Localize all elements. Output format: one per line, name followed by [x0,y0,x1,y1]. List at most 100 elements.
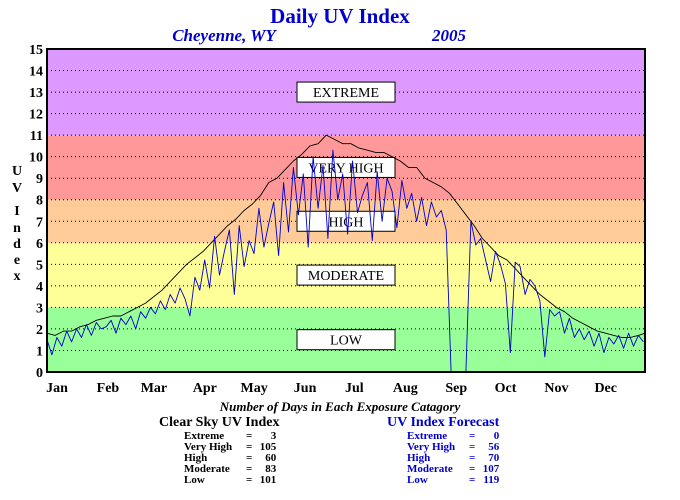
x-tick-label: Apr [193,381,217,396]
y-tick-label: 10 [29,151,43,166]
category-label-very-high: VERY HIGH [308,161,383,176]
y-tick-label: 12 [29,108,43,123]
x-tick-label: Sep [445,381,467,396]
x-tick-label: Nov [544,381,568,396]
x-tick-label: Feb [97,381,120,396]
series-lines [46,134,646,373]
stats-row-label: Low [184,474,205,486]
stats-row: Extreme = 0 [407,431,537,442]
stats-row-equals: = [246,452,253,464]
stats-row-equals: = [246,430,253,442]
y-tick-label: 0 [36,366,43,381]
series-line-uv-index-forecast [46,149,644,373]
stats-row-label: High [184,452,208,464]
stats-row-label: Very High [184,441,233,453]
category-label-extreme: EXTREME [313,86,379,101]
stats-row-label: Moderate [184,463,230,475]
x-tick-label: Jul [345,381,364,396]
y-axis-label-char: V [12,181,22,196]
category-label-high: HIGH [329,215,364,230]
stats-row-equals: = [469,463,476,475]
stats-row: Low = 101 [184,475,309,486]
y-tick-label: 8 [36,194,43,209]
y-tick-label: 9 [36,172,43,187]
stats-clear-sky: Clear Sky UV Index Extreme = 3 Very High = 10… [159,415,309,486]
stats-row-value: 0 [493,430,500,442]
stats-row-value: 107 [482,463,500,475]
y-axis-label-char: I [14,204,19,219]
stats-row-equals: = [246,474,253,486]
y-tick-label: 3 [36,301,43,316]
stats-row-value: 83 [265,463,277,475]
y-axis-label-char: e [14,253,20,268]
y-axis-label-char: U [12,164,22,179]
y-axis-label-char: x [14,269,21,284]
stats-title: Number of Days in Each Exposure Catagory [219,399,461,414]
stats-row-label: Low [407,474,428,486]
y-tick-label: 11 [30,129,43,144]
stats-row-label: Very High [407,441,456,453]
x-tick-label: Oct [495,381,517,396]
y-tick-label: 7 [36,215,43,230]
y-axis-label-char: n [13,221,21,236]
stats-row-value: 56 [488,441,500,453]
y-tick-label: 1 [36,344,43,359]
stats-row-value: 105 [259,441,277,453]
stats-clear-sky-heading: Clear Sky UV Index [159,415,280,430]
stats-row-value: 70 [488,452,500,464]
category-box-low [296,329,396,351]
stats-row-value: 119 [483,474,500,486]
stats-row-value: 101 [259,474,277,486]
category-label-low: LOW [330,334,363,349]
category-label-moderate: MODERATE [308,269,384,284]
x-tick-label: Jan [46,381,68,396]
x-tick-label: May [241,381,268,396]
y-axis-label-char: d [13,237,21,252]
x-tick-label: Jun [294,381,317,396]
y-tick-label: 15 [29,43,43,58]
stats-row-equals: = [469,474,476,486]
stats-row-label: High [407,452,431,464]
category-labels: LOW MODERATE HIGH VERY HIGH EXTREME [296,81,396,351]
stats-row: Moderate = 107 [407,464,537,475]
y-tick-label: 6 [36,237,43,252]
stats-row-equals: = [246,441,253,453]
stats-row: Very High = 56 [407,442,537,453]
stats-row: High = 70 [407,453,537,464]
stats-row-label: Extreme [184,430,225,442]
stats-row: Low = 119 [407,475,537,486]
series-line-clear-sky-uv-index [46,134,646,338]
category-box-extreme [296,81,396,103]
category-box-moderate [296,264,396,286]
y-tick-label: 4 [36,280,43,295]
y-tick-label: 14 [29,65,43,80]
stats-row-equals: = [469,430,476,442]
stats-row-label: Extreme [407,430,448,442]
stats-row: Moderate = 83 [184,464,309,475]
x-tick-label: Dec [594,381,617,396]
stats-clear-sky-rows: Extreme = 3 Very High = 105 High = 60 Moderate = 83… [184,431,309,486]
stats-row: High = 60 [184,453,309,464]
stats-forecast: UV Index Forecast Extreme = 0 Very High = 56 H… [387,415,537,486]
y-tick-label: 2 [36,323,43,338]
chart-location: Cheyenne, WY [172,26,277,45]
stats-row-equals: = [469,441,476,453]
chart-year: 2005 [431,26,467,45]
stats-row: Extreme = 3 [184,431,309,442]
stats-row-value: 60 [265,452,277,464]
x-tick-label: Aug [393,381,418,396]
stats-row-equals: = [469,452,476,464]
stats-row-value: 3 [270,430,277,442]
stats-row-equals: = [246,463,253,475]
stats-row-label: Moderate [407,463,453,475]
category-box-very-high [296,156,396,178]
stats-forecast-heading: UV Index Forecast [387,415,500,430]
stats-row: Very High = 105 [184,442,309,453]
stats-forecast-rows: Extreme = 0 Very High = 56 High = 70 Moderate = 107… [407,431,537,486]
x-tick-labels: Jan Feb Mar Apr May Jun Jul Aug Sep Oct Nov Dec [46,381,617,396]
y-tick-label: 5 [36,258,43,273]
x-tick-label: Mar [141,381,167,396]
